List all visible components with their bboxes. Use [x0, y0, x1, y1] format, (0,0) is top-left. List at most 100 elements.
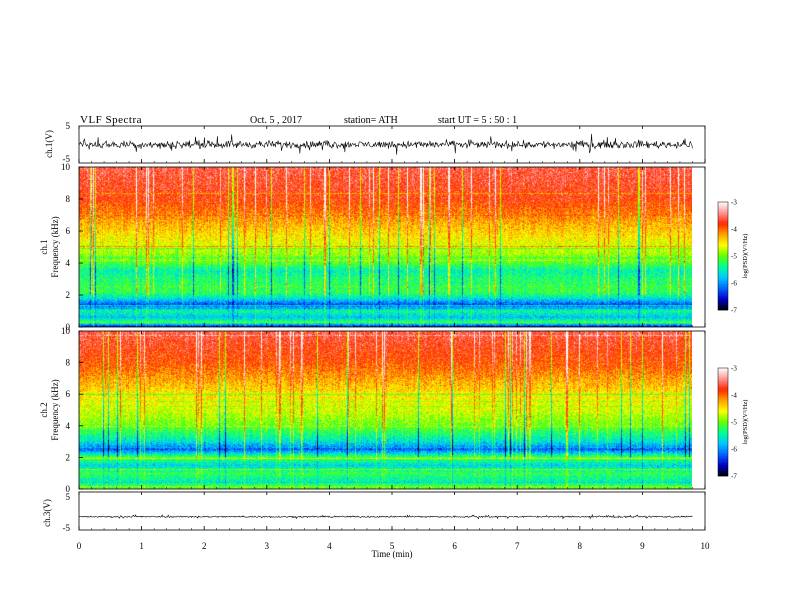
time-tick-label: 7	[515, 541, 520, 551]
time-tick-label: 4	[327, 541, 332, 551]
spec1-yticks-label: 0	[66, 322, 71, 332]
cb1-swatch	[718, 266, 728, 269]
cb2-swatch	[718, 369, 728, 372]
cb1-swatch	[718, 308, 728, 311]
cb1-tick-label: -4	[731, 226, 737, 234]
cb2-swatch	[718, 389, 728, 392]
time-tick-label: 1	[139, 541, 144, 551]
start-time-label: start UT = 5 : 50 : 1	[438, 115, 517, 126]
cb2-swatch	[718, 393, 728, 396]
cb2-swatch	[718, 432, 728, 435]
ch2-spectrogram-ylabel-frequency: Frequency (kHz)	[50, 379, 60, 440]
spec1-yticks-label: 2	[66, 290, 71, 300]
cb1-swatch	[718, 205, 728, 208]
spec2-yticks-label: 8	[66, 358, 71, 368]
cb1-swatch	[718, 238, 728, 241]
cb2-swatch	[718, 404, 728, 407]
cb1-swatch	[718, 284, 728, 287]
cb1-swatch	[718, 229, 728, 232]
time-tick-label: 10	[701, 541, 711, 551]
cb2-swatch	[718, 391, 728, 394]
time-axis-label: Time (min)	[372, 549, 413, 559]
ch1-spectrogram-ylabel-frequency: Frequency (kHz)	[50, 216, 60, 277]
cb1-swatch	[718, 283, 728, 286]
ch2-colorbar: -3 -4 -5 -6 -7 log(PSD)(V²/Hz)	[717, 365, 749, 481]
cb1-swatch	[718, 302, 728, 305]
cb1-swatch	[718, 245, 728, 248]
cb2-swatch	[718, 443, 728, 446]
cb2-swatch	[718, 468, 728, 471]
cb1-swatch	[718, 304, 728, 307]
ch1-ylabel: ch.1(V)	[44, 130, 54, 158]
spec1-yticks-label: 8	[66, 194, 71, 204]
ch2-spectrogram-image	[79, 331, 692, 489]
cb2-tick-label: -4	[731, 392, 737, 400]
spec2-yticks-label: 4	[66, 421, 71, 431]
time-tick-label: 2	[202, 541, 207, 551]
ch1-colorbar: -3 -4 -5 -6 -7 log(PSD)(V²/Hz)	[717, 199, 749, 315]
cb2-swatch	[718, 378, 728, 381]
ch1-spectrogram-image	[79, 167, 692, 327]
cb1-swatch	[718, 212, 728, 215]
cb2-swatch	[718, 396, 728, 399]
cb2-label: log(PSD)(V²/Hz)	[742, 400, 749, 445]
time-tick-label: 8	[578, 541, 583, 551]
cb2-swatch	[718, 465, 728, 468]
time-tick-label: 3	[265, 541, 270, 551]
cb1-frame	[717, 201, 729, 311]
cb2-tick-label: -6	[731, 446, 737, 454]
cb1-swatch	[718, 293, 728, 296]
ch3-waveform-frame	[78, 491, 706, 531]
cb1-swatch	[718, 288, 728, 291]
cb1-swatch	[718, 232, 728, 235]
figure-title: VLF Spectra	[80, 114, 142, 126]
cb2-swatch	[718, 413, 728, 416]
cb1-swatch	[718, 295, 728, 298]
cb1-swatch	[718, 261, 728, 264]
cb1-swatch	[718, 218, 728, 221]
cb2-swatch	[718, 380, 728, 383]
cb2-swatch	[718, 452, 728, 455]
ch3-wave-path	[78, 513, 693, 520]
cb2-swatch	[718, 377, 728, 380]
cb1-swatch	[718, 254, 728, 257]
cb1-swatch	[718, 281, 728, 284]
cb2-swatch	[718, 409, 728, 412]
cb2-swatch	[718, 414, 728, 417]
cb2-swatch	[718, 420, 728, 423]
cb2-swatch	[718, 423, 728, 426]
cb1-swatch	[718, 252, 728, 255]
cb2-swatch	[718, 472, 728, 475]
cb2-swatch	[718, 373, 728, 376]
cb2-swatch	[718, 463, 728, 466]
ch2-spectrogram-yticks: 10 8 6 4 2 0	[61, 326, 83, 494]
station-label: station= ATH	[344, 115, 398, 126]
time-axis: 0 1 2 3 4 5 6 7 8 9 10	[77, 126, 710, 551]
cb2-swatch	[718, 445, 728, 448]
cb1-swatch	[718, 248, 728, 251]
cb2-swatch	[718, 467, 728, 470]
cb1-swatch	[718, 292, 728, 295]
cb1-swatch	[718, 259, 728, 262]
time-tick-label: 9	[640, 541, 645, 551]
cb2-swatch	[718, 405, 728, 408]
cb2-swatch	[718, 375, 728, 378]
cb1-swatch	[718, 257, 728, 260]
cb2-swatch	[718, 368, 728, 371]
ch1-spectrogram-panel: 10 8 6 4 2 0 ch.1 Frequency (kHz)	[39, 162, 706, 332]
cb1-swatch	[718, 211, 728, 214]
cb1-swatch	[718, 275, 728, 278]
cb1-label: log(PSD)(V²/Hz)	[742, 234, 749, 279]
cb2-swatch	[718, 386, 728, 389]
time-tick-label: 5	[390, 541, 395, 551]
ch3-waveform-trace	[78, 513, 693, 520]
cb2-swatch	[718, 459, 728, 462]
cb1-swatch	[718, 286, 728, 289]
cb1-swatch	[718, 277, 728, 280]
cb1-swatch	[718, 221, 728, 224]
cb2-swatch	[718, 422, 728, 425]
spec2-yticks-label: 6	[66, 389, 71, 399]
time-tick-label: 0	[77, 541, 82, 551]
cb1-swatch	[718, 256, 728, 259]
